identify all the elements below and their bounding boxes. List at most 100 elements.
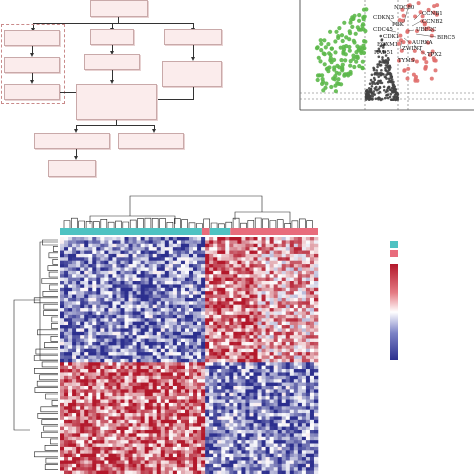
heatmap-cell	[108, 281, 113, 285]
heatmap-cell	[180, 467, 186, 471]
heatmap-cell	[241, 352, 246, 356]
heatmap-cell	[184, 257, 190, 261]
heatmap-cell	[152, 406, 158, 410]
heatmap-cell	[108, 257, 113, 261]
heatmap-cell	[168, 416, 174, 421]
volcano-point	[386, 86, 390, 89]
heatmap-cell	[305, 270, 311, 275]
heatmap-cell	[108, 406, 113, 410]
heatmap-cell	[128, 308, 133, 312]
heatmap-cell	[309, 318, 315, 322]
heatmap-cell	[112, 460, 117, 465]
heatmap-cell	[233, 311, 238, 316]
heatmap-cell	[180, 257, 186, 261]
heatmap-cell	[104, 385, 109, 390]
heatmap-cell	[297, 321, 303, 326]
heatmap-cell	[60, 392, 65, 397]
heatmap-cell	[189, 237, 194, 241]
heatmap-cell	[233, 443, 238, 448]
heatmap-cell	[269, 375, 274, 380]
volcano-point	[347, 37, 352, 42]
heatmap-cell	[233, 426, 238, 431]
heatmap-cell	[180, 287, 186, 292]
dendrogram-branch	[51, 316, 58, 323]
heatmap-cell	[217, 389, 222, 394]
volcano-point	[326, 42, 331, 47]
heatmap-cell	[144, 240, 149, 245]
volcano-point	[384, 69, 388, 72]
heatmap-cell	[152, 264, 158, 268]
heatmap-cell	[277, 314, 283, 319]
heatmap-cell	[136, 457, 141, 461]
heatmap-cell	[124, 440, 129, 444]
heatmap-cell	[253, 294, 258, 299]
heatmap-cell	[261, 379, 266, 383]
heatmap-cell	[72, 311, 77, 316]
heatmap-cell	[249, 257, 254, 261]
heatmap-cell	[233, 460, 238, 465]
heatmap-cell	[305, 237, 311, 241]
heatmap-cell	[269, 358, 274, 363]
heatmap-cell	[305, 331, 311, 336]
heatmap-cell	[269, 382, 274, 387]
heatmap-cell	[269, 365, 274, 370]
heatmap-cell	[313, 328, 319, 333]
heatmap-cell	[249, 301, 254, 306]
heatmap-cell	[301, 369, 307, 373]
heatmap-cell	[68, 426, 73, 431]
dendrogram-branch	[234, 211, 291, 224]
heatmap-cell	[136, 369, 141, 373]
heatmap-cell	[68, 341, 73, 346]
heatmap-cell	[265, 443, 270, 448]
heatmap-cell	[281, 440, 287, 444]
heatmap-cell	[100, 463, 105, 468]
heatmap-cell	[213, 446, 218, 451]
heatmap-cell	[92, 396, 97, 400]
heatmap-cell	[132, 409, 137, 414]
heatmap-cell	[233, 287, 238, 292]
heatmap-cell	[241, 294, 246, 299]
heatmap-cell	[164, 267, 170, 272]
heatmap-cell	[289, 335, 295, 339]
heatmap-cell	[309, 443, 315, 448]
heatmap-cell	[277, 416, 283, 421]
heatmap-cell	[172, 385, 178, 390]
heatmap-cell	[233, 457, 238, 461]
volcano-point	[369, 97, 373, 101]
heatmap-cell	[176, 389, 182, 394]
heatmap-cell	[128, 348, 133, 353]
heatmap-cell	[237, 436, 242, 441]
heatmap-cell	[148, 291, 154, 295]
heatmap-cell	[237, 460, 242, 465]
volcano-point	[332, 67, 337, 72]
flow-arrow	[30, 80, 34, 84]
heatmap-cell	[176, 345, 182, 350]
heatmap-cell	[197, 379, 202, 383]
heatmap-cell	[148, 413, 154, 417]
heatmap-cell	[241, 392, 246, 397]
heatmap-cell	[261, 267, 266, 272]
heatmap-cell	[293, 463, 299, 468]
heatmap-cell	[84, 338, 89, 343]
heatmap-cell	[309, 348, 315, 353]
volcano-point	[423, 27, 428, 32]
heatmap-cell	[189, 284, 194, 289]
heatmap-cell	[180, 450, 186, 454]
heatmap-cell	[253, 369, 258, 373]
heatmap-cell	[104, 352, 109, 356]
heatmap-cell	[148, 392, 154, 397]
heatmap-cell	[253, 429, 258, 434]
heatmap-cell	[72, 436, 77, 441]
heatmap-cell	[132, 287, 137, 292]
heatmap-cell	[281, 436, 287, 441]
heatmap-cell	[285, 453, 291, 458]
heatmap-cell	[112, 247, 117, 251]
heatmap-cell	[176, 375, 182, 380]
heatmap-cell	[156, 396, 162, 400]
heatmap-cell	[233, 392, 238, 397]
heatmap-cell	[297, 297, 303, 302]
heatmap-cell	[180, 311, 186, 316]
heatmap-cell	[189, 446, 194, 451]
heatmap-cell	[293, 362, 299, 366]
heatmap-cell	[124, 318, 129, 322]
